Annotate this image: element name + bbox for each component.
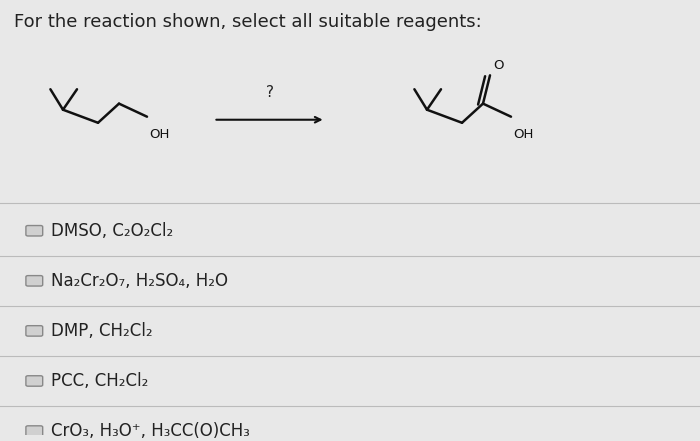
Text: DMP, CH₂Cl₂: DMP, CH₂Cl₂ bbox=[51, 322, 153, 340]
FancyBboxPatch shape bbox=[26, 426, 43, 436]
Text: OH: OH bbox=[149, 128, 169, 142]
FancyBboxPatch shape bbox=[26, 225, 43, 236]
Text: PCC, CH₂Cl₂: PCC, CH₂Cl₂ bbox=[51, 372, 148, 390]
Text: For the reaction shown, select all suitable reagents:: For the reaction shown, select all suita… bbox=[14, 13, 482, 31]
FancyBboxPatch shape bbox=[26, 276, 43, 286]
Text: Na₂Cr₂O₇, H₂SO₄, H₂O: Na₂Cr₂O₇, H₂SO₄, H₂O bbox=[51, 272, 228, 290]
Text: O: O bbox=[494, 59, 504, 72]
FancyBboxPatch shape bbox=[26, 376, 43, 386]
Text: CrO₃, H₃O⁺, H₃CC(O)CH₃: CrO₃, H₃O⁺, H₃CC(O)CH₃ bbox=[51, 422, 250, 440]
Text: ?: ? bbox=[265, 85, 274, 100]
Text: OH: OH bbox=[513, 128, 533, 142]
FancyBboxPatch shape bbox=[26, 325, 43, 336]
Text: DMSO, C₂O₂Cl₂: DMSO, C₂O₂Cl₂ bbox=[51, 222, 174, 240]
